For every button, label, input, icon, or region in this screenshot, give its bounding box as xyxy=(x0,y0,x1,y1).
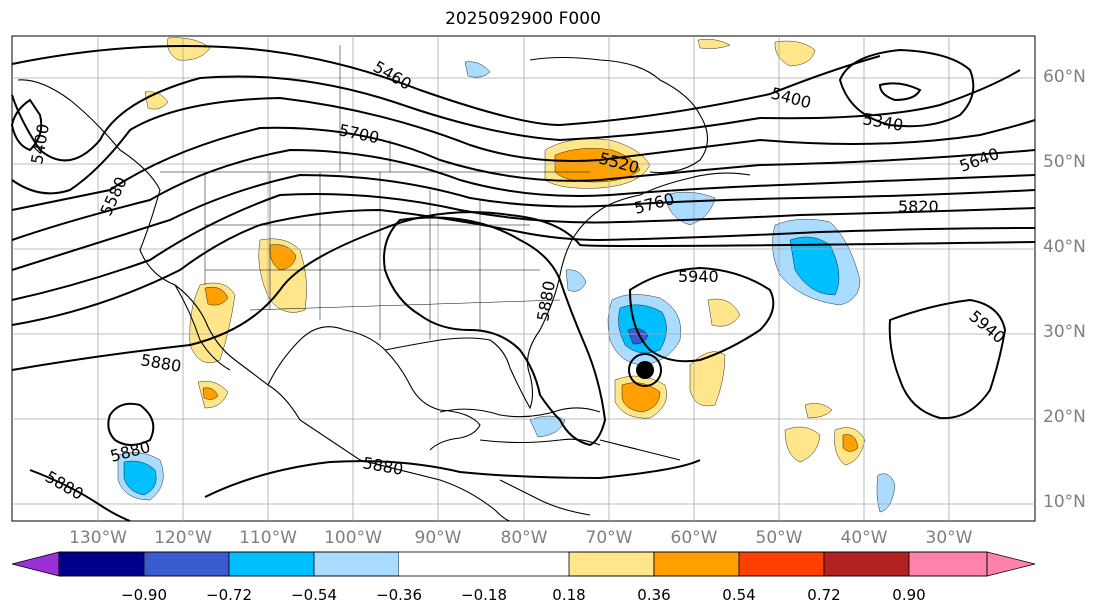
anomaly-warm-area xyxy=(784,426,821,463)
lon-label: 90°W xyxy=(414,528,462,548)
hurricane-center-marker xyxy=(636,361,654,379)
anomaly-warm-area xyxy=(804,403,833,419)
anomaly-warm-area xyxy=(707,298,741,327)
contour-label: 5820 xyxy=(898,197,939,216)
colorbar-tick-label: −0.90 xyxy=(121,586,167,604)
anomaly-warm-area xyxy=(697,38,731,49)
colorbar-segment xyxy=(568,551,655,577)
lon-label: 30°W xyxy=(925,528,973,548)
lon-label: 50°W xyxy=(755,528,803,548)
anomaly-cold-area xyxy=(529,415,566,438)
colorbar xyxy=(11,551,1036,577)
lon-label: 40°W xyxy=(840,528,888,548)
map-title: 2025092900 F000 xyxy=(445,9,601,29)
lon-label: 100°W xyxy=(324,528,382,548)
coastlines xyxy=(17,56,751,522)
colorbar-tick-label: −0.36 xyxy=(376,586,422,604)
height-contours xyxy=(10,45,1036,522)
colorbar-tick-label: 0.36 xyxy=(637,586,671,604)
lat-label: 40°N xyxy=(1043,237,1086,257)
colorbar-tick-label: 0.18 xyxy=(552,586,586,604)
anomaly-strong-warm-area xyxy=(202,387,219,400)
anomaly-strong-warm-area xyxy=(204,286,229,306)
map-frame xyxy=(11,35,1036,522)
colorbar-tick-label: 0.90 xyxy=(892,586,926,604)
anomaly-cold-area xyxy=(123,460,157,496)
anomaly-strong-warm-area xyxy=(621,382,661,413)
lat-label: 50°N xyxy=(1043,152,1086,172)
lon-label: 130°W xyxy=(69,528,127,548)
lon-label: 70°W xyxy=(585,528,633,548)
anomaly-strong-warm-area xyxy=(842,434,859,452)
colorbar-segment xyxy=(143,551,230,577)
political-borders xyxy=(160,45,590,340)
lon-label: 80°W xyxy=(500,528,548,548)
colorbar-segment xyxy=(228,551,315,577)
colorbar-tick-label: −0.18 xyxy=(461,586,507,604)
colorbar-segment xyxy=(313,551,400,577)
colorbar-tick-label: 0.72 xyxy=(807,586,841,604)
anomaly-cold-area xyxy=(464,61,491,78)
anomaly-cold-area xyxy=(789,236,840,296)
colorbar-segment xyxy=(484,552,569,576)
contour-label: 5940 xyxy=(678,267,719,286)
colorbar-extend-low xyxy=(11,551,60,577)
anomaly-warm-area xyxy=(689,351,726,407)
anomaly-warm-area xyxy=(774,40,816,67)
colorbar-segment xyxy=(653,551,740,577)
anomaly-cold-area xyxy=(565,269,587,292)
anomaly-strong-warm-area xyxy=(269,244,297,271)
lon-label: 110°W xyxy=(239,528,297,548)
colorbar-tick-label: −0.54 xyxy=(291,586,337,604)
lat-label: 10°N xyxy=(1043,492,1086,512)
lon-label: 120°W xyxy=(154,528,212,548)
lon-label: 60°W xyxy=(670,528,718,548)
colorbar-segment xyxy=(908,551,988,577)
graticule xyxy=(12,36,1035,521)
colorbar-outline xyxy=(58,551,988,577)
lat-label: 60°N xyxy=(1043,67,1086,87)
colorbar-segment xyxy=(823,551,910,577)
colorbar-segment xyxy=(738,551,825,577)
colorbar-segment xyxy=(58,551,145,577)
lat-label: 20°N xyxy=(1043,407,1086,427)
anomaly-warm-area xyxy=(167,37,211,61)
colorbar-tick-label: 0.54 xyxy=(722,586,756,604)
lat-label: 30°N xyxy=(1043,322,1086,342)
colorbar-segment xyxy=(399,552,484,576)
colorbar-tick-label: −0.72 xyxy=(206,586,252,604)
colorbar-extend-high xyxy=(986,551,1036,577)
